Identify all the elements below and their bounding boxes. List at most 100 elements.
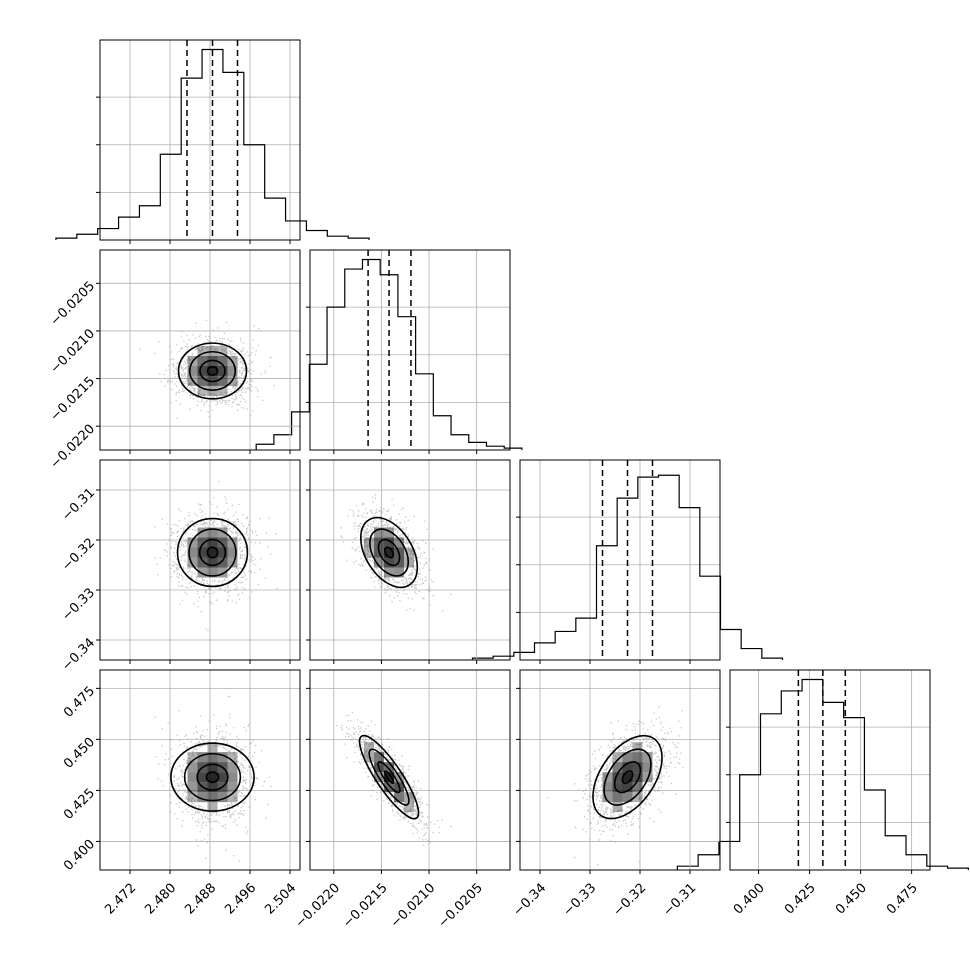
density-cell [207, 752, 218, 763]
density-cell [374, 557, 385, 568]
density-cell [227, 537, 238, 548]
x-tick-label: 2.480 [142, 881, 179, 918]
contour-level-3 [170, 742, 255, 812]
contour-level-3 [360, 516, 419, 589]
density-cell [642, 772, 653, 783]
density-cell [612, 782, 623, 793]
density-cell [217, 385, 228, 396]
density-cell [364, 537, 375, 548]
density-cells [602, 742, 653, 813]
scatter-content [154, 695, 272, 862]
density-cell [394, 567, 405, 578]
density-cell [217, 557, 228, 568]
density-cell [384, 782, 395, 793]
contour-level-1 [198, 538, 227, 567]
density-cell [187, 752, 198, 763]
contour-level-0 [205, 771, 220, 784]
density-cell [187, 772, 198, 783]
density-cells [187, 742, 238, 813]
contour-level-0 [383, 770, 395, 785]
density-cell [384, 557, 395, 568]
density-cell [622, 762, 633, 773]
density-cell [632, 782, 643, 793]
density-cell [227, 365, 238, 376]
density-cell [364, 742, 375, 753]
density-cell [384, 762, 395, 773]
density-cell [602, 772, 613, 783]
density-cell [227, 557, 238, 568]
density-cell [207, 557, 218, 568]
panel-frame [99, 669, 301, 871]
x-tick-label: −0.33 [560, 881, 599, 920]
density-cell [207, 385, 218, 396]
scatter-panel-3-1 [306, 669, 511, 874]
density-cell [207, 537, 218, 548]
x-tick-label: −0.34 [510, 881, 549, 920]
density-cell [207, 527, 218, 538]
density-cell [227, 752, 238, 763]
density-cell [394, 792, 405, 803]
scatter-panel-2-1 [306, 459, 511, 664]
density-cell [632, 772, 643, 783]
y-tick-label: 0.400 [61, 837, 98, 874]
density-cell [207, 547, 218, 558]
x-tick-label: −0.0220 [293, 881, 343, 931]
density-cell [384, 772, 395, 783]
x-tick-label: −0.32 [610, 881, 649, 920]
density-cell [217, 355, 228, 366]
panel-frame [519, 459, 721, 661]
density-cell [187, 365, 198, 376]
density-cell [207, 772, 218, 783]
scatter-points [335, 711, 452, 846]
density-cell [217, 345, 228, 356]
contour-level-0 [621, 770, 634, 785]
histogram-panel-1 [255, 249, 523, 454]
density-cell [197, 345, 208, 356]
density-cell [197, 772, 208, 783]
density-cell [217, 752, 228, 763]
scatter-panel-3-0 [96, 669, 301, 874]
histogram-panel-3 [676, 669, 969, 874]
contour-level-3 [176, 517, 249, 588]
density-cell [217, 365, 228, 376]
panel-frame [99, 249, 301, 451]
y-tick-label: −0.33 [59, 585, 98, 624]
density-cell [197, 365, 208, 376]
panel-frame [309, 669, 511, 871]
x-tick-label: 2.496 [222, 881, 259, 918]
density-cell [384, 527, 395, 538]
density-cell [187, 537, 198, 548]
contour-level-2 [603, 748, 652, 806]
y-tick-label: −0.31 [59, 485, 98, 524]
density-cell [197, 355, 208, 366]
x-tick-label: 0.425 [782, 881, 819, 918]
scatter-content [154, 481, 278, 632]
scatter-panel-1-0 [96, 249, 301, 454]
density-cell [404, 547, 415, 558]
panel-frame [309, 459, 511, 661]
density-cell [612, 762, 623, 773]
density-cell [207, 782, 218, 793]
density-cell [622, 752, 633, 763]
contour-level-2 [188, 528, 237, 577]
y-tick-label: −0.0205 [48, 279, 98, 329]
density-cell [187, 762, 198, 773]
density-cell [632, 742, 643, 753]
density-cell [207, 802, 218, 813]
density-cell [394, 537, 405, 548]
scatter-content [546, 706, 684, 866]
density-cell [642, 752, 653, 763]
density-cell [602, 792, 613, 803]
density-cell [612, 772, 623, 783]
density-cell [227, 782, 238, 793]
density-cell [384, 547, 395, 558]
density-cell [207, 792, 218, 803]
y-tick-label: 0.450 [61, 735, 98, 772]
density-cell [187, 547, 198, 558]
histogram-steps [55, 48, 370, 240]
contour-level-3 [358, 734, 420, 820]
density-cell [632, 792, 643, 803]
y-tick-label: −0.0220 [48, 422, 98, 472]
density-cell [217, 567, 228, 578]
density-cell [197, 547, 208, 558]
